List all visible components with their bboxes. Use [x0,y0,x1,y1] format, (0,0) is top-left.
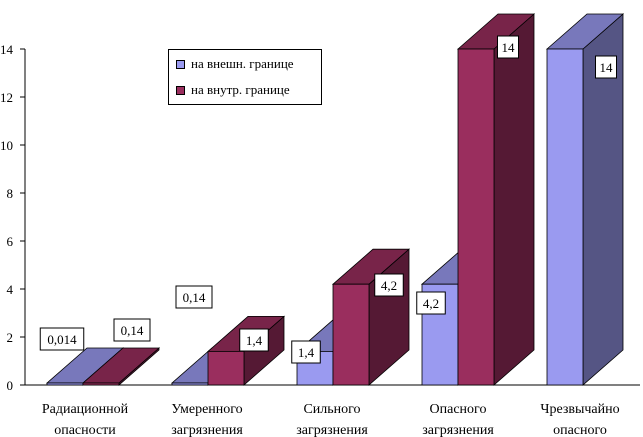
category-label: Чрезвычайно [540,402,619,417]
svg-text:14: 14 [600,60,614,75]
data-label-outer-2: 1,4 [291,340,321,364]
svg-text:1,4: 1,4 [246,333,263,348]
legend-swatch-inner [176,85,185,95]
data-label-inner-2: 4,2 [374,273,404,297]
data-label-inner-0: 0,14 [113,318,151,342]
bar-inner-2 [331,248,411,386]
y-tick-label: 2 [7,330,14,345]
category-label: Радиационной [42,402,129,417]
bar-inner-3 [456,13,536,386]
y-tick-label: 10 [0,138,13,153]
chart-data-labels: 0,014 0,14 0,14 1,4 1,4 4,2 4,2 14 14 [39,35,617,364]
data-label-inner-1: 1,4 [239,328,269,352]
chart-axes: 0 2 4 6 8 10 12 14 [0,42,640,393]
category-label: Умеренного [171,402,242,417]
data-label-outer-1: 0,14 [175,285,213,309]
category-label: опасности [54,423,116,437]
data-label-outer-4: 14 [595,55,617,79]
data-label-inner-3: 14 [497,35,519,59]
svg-text:0,014: 0,014 [47,332,77,347]
category-label: Опасного [430,402,487,417]
svg-text:0,14: 0,14 [183,290,206,305]
svg-text:4,2: 4,2 [381,278,397,293]
chart-legend: на внешн. границе на внутр. границе [168,49,322,105]
svg-text:1,4: 1,4 [298,345,315,360]
y-tick-label: 14 [0,42,14,57]
bar-inner-0 [81,347,161,386]
legend-swatch-outer [176,59,185,69]
legend-item-inner: на внутр. границе [176,82,290,98]
bar-outer-4 [545,13,625,386]
legend-label-inner: на внутр. границе [191,82,290,97]
svg-text:0,14: 0,14 [121,323,144,338]
category-label: загрязнения [422,423,494,437]
data-label-outer-3: 4,2 [416,291,446,315]
category-label: опасного [553,423,607,437]
y-tick-label: 8 [7,186,14,201]
category-label: загрязнения [171,423,243,437]
svg-text:4,2: 4,2 [423,296,439,311]
legend-label-outer: на внешн. границе [191,56,294,71]
y-tick-label: 4 [7,282,14,297]
y-tick-label: 6 [7,234,14,249]
category-label: загрязнения [296,423,368,437]
data-label-outer-0: 0,014 [39,327,85,351]
category-label: Сильного [303,402,360,417]
chart-category-labels: Радиационной опасности Умеренного загрязнен… [42,402,620,437]
svg-text:14: 14 [502,40,516,55]
y-tick-label: 0 [7,378,14,393]
legend-item-outer: на внешн. границе [176,56,294,72]
y-tick-label: 12 [0,90,13,105]
